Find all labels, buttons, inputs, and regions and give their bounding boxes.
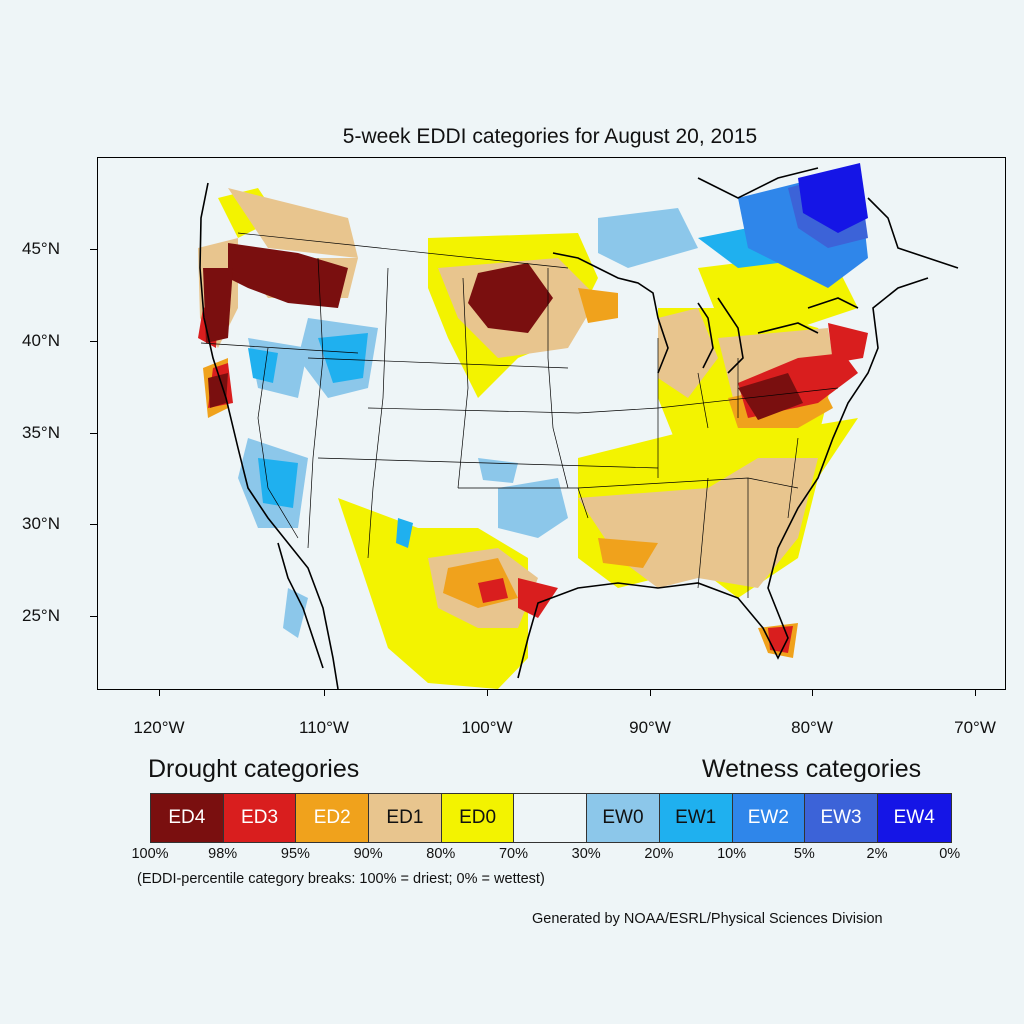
eddi-map [198,163,959,689]
lat-label-40: 40°N [22,331,60,350]
legend-cell-ew0: EW0 [587,794,660,842]
lon-tick [487,689,488,696]
percentile-label: 90% [353,846,383,862]
lat-label-25: 25°N [22,606,60,625]
lat-label-35: 35°N [22,423,60,442]
lon-tick [650,689,651,696]
lon-label-70w: 70°W [954,718,996,737]
legend-note: (EDDI-percentile category breaks: 100% =… [137,871,545,887]
percentile-label: 100% [131,846,169,862]
percentile-row: 100% 98% 95% 90% 80% 70% 30% 20% 10% 5% 2% 0% [0,846,1024,866]
percentile-label: 0% [939,846,961,862]
legend-cell-ed4: ED4 [151,794,224,842]
percentile-label: 30% [571,846,601,862]
lon-tick [975,689,976,696]
lat-tick [90,341,97,342]
drought-heading: Drought categories [148,755,360,783]
state-borders [200,232,839,598]
ew4-regions [798,163,868,233]
lat-tick [90,524,97,525]
percentile-label: 10% [717,846,747,862]
percentile-label: 98% [208,846,238,862]
percentile-label: 20% [644,846,674,862]
lon-label-110w: 110°W [299,718,349,737]
lat-tick [90,433,97,434]
lon-label-80w: 80°W [791,718,833,737]
legend-cell-ed3: ED3 [223,794,297,842]
lat-tick [90,616,97,617]
lon-label-90w: 90°W [629,718,671,737]
map-frame [97,157,1006,690]
legend-cell-ed1: ED1 [369,794,442,842]
percentile-label: 80% [426,846,456,862]
map-title: 5-week EDDI categories for August 20, 20… [342,125,758,148]
percentile-label: 95% [280,846,310,862]
lat-tick [90,249,97,250]
wetness-heading: Wetness categories [702,755,922,783]
coastlines [199,167,959,689]
percentile-label: 5% [793,846,815,862]
lat-label-30: 30°N [22,514,60,533]
legend-cell-ew1: EW1 [659,794,733,842]
lat-label-45: 45°N [22,239,60,258]
lon-label-120w: 120°W [133,718,185,737]
credit-line: Generated by NOAA/ESRL/Physical Sciences… [532,911,883,927]
legend-cell-ew3: EW3 [805,794,878,842]
legend-cell-ew2: EW2 [732,794,806,842]
legend-cell-normal [514,794,588,842]
legend-colorbar: ED4 ED3 ED2 ED1 ED0 EW0 EW1 EW2 EW3 EW4 [150,793,952,843]
percentile-label: 70% [498,846,529,862]
lon-tick [159,689,160,696]
lon-tick [812,689,813,696]
legend-cell-ed2: ED2 [296,794,370,842]
lon-tick [324,689,325,696]
percentile-label: 2% [866,846,888,862]
lon-label-100w: 100°W [461,718,513,737]
ed4-regions [203,243,803,420]
legend-cell-ed0: ED0 [441,794,515,842]
legend-cell-ew4: EW4 [877,794,951,842]
